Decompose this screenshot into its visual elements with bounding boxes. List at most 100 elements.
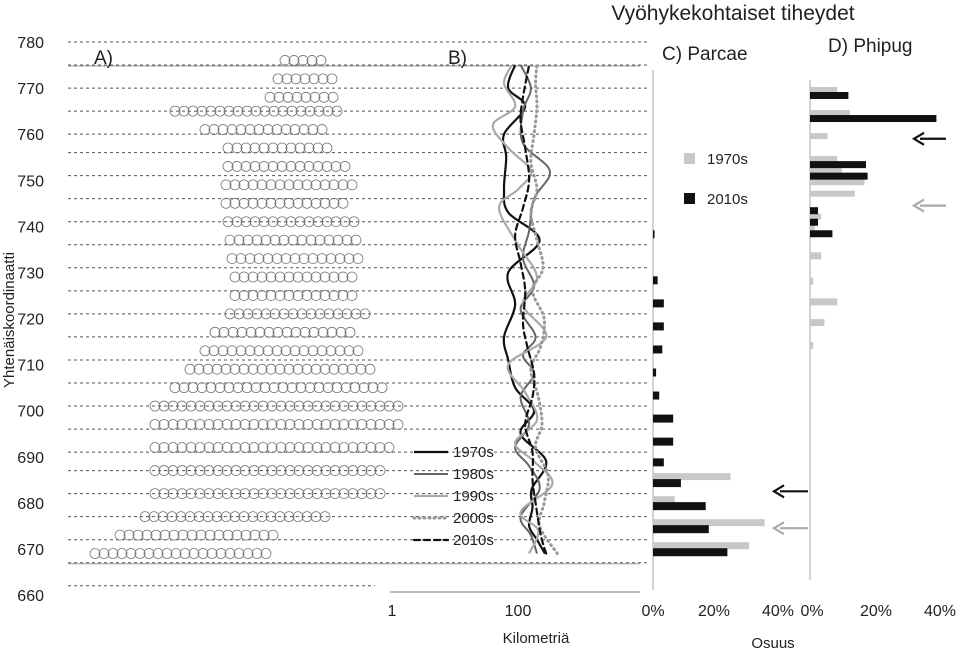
map-cell [247,179,259,191]
map-cell [302,488,314,500]
map-cell [248,442,260,453]
bar-2010s [810,115,937,123]
map-cell [229,290,241,301]
map-cell [175,511,187,523]
map-cell [281,73,293,85]
map-cell [339,161,351,172]
map-cell [257,488,269,500]
map-cell [251,234,263,246]
map-cell [328,290,340,301]
map-cell [267,216,279,228]
map-cell [176,488,188,500]
map-cell [346,179,358,191]
map-cell [293,419,305,430]
map-cell [338,400,350,412]
map-cell [323,308,335,320]
map-cell [262,345,274,357]
map-cell [337,197,349,209]
map-cell [332,308,344,320]
map-cell [392,400,404,412]
map-cell [328,363,340,375]
map-cell [320,419,332,430]
map-cell [334,253,346,264]
map-cell [247,511,259,523]
map-cell [197,548,209,559]
map-cell [314,234,326,246]
map-cell [167,488,179,500]
map-cell [365,400,377,412]
map-cell [230,419,242,430]
map-cell [292,271,304,283]
map-cell [365,419,377,430]
map-cell [284,419,296,430]
map-cell [335,326,347,338]
map-cell [276,161,288,172]
map-cell [300,91,312,103]
map-cell [320,400,332,412]
line-series-1990s [491,64,554,555]
map-cell [232,105,244,117]
map-cell [280,345,292,357]
map-cell [202,511,214,523]
map-cell [222,142,234,154]
map-cell [248,465,260,476]
bar-1970s [653,473,731,481]
map-cell [260,234,272,246]
map-cell [221,488,233,500]
map-cell [284,442,296,453]
map-cell [206,548,218,559]
bar-2010s [653,548,728,557]
map-cell [286,382,298,394]
map-cell [223,105,235,117]
map-cell [185,465,197,476]
map-cell [272,73,284,85]
panel-b-tick-1: 1 [388,603,397,620]
bar-1970s [810,167,842,174]
map-cell [240,161,252,172]
map-cell [341,234,353,246]
map-cell [249,216,261,228]
map-cell [98,548,110,559]
map-cell [301,197,313,209]
map-cell [295,382,307,394]
map-cell [274,290,286,301]
map-cell [355,363,367,375]
map-cell [194,465,206,476]
map-cell [268,382,280,394]
y-tick-label: 780 [17,35,44,52]
map-cell [233,548,245,559]
map-cell [278,234,290,246]
map-cell [305,234,317,246]
bar-1970s [810,319,825,327]
map-cell [229,271,241,283]
map-cell [187,382,199,394]
map-cell [316,253,328,264]
map-cell [376,382,388,394]
map-cell [238,179,250,191]
map-cell [238,511,250,523]
map-cell [282,91,294,103]
map-cell [226,253,238,264]
map-cell [193,511,205,523]
map-cell [277,105,289,117]
map-cell [226,345,238,357]
map-cell [194,400,206,412]
panel-b-label: B) [448,48,467,69]
map-cell [329,419,341,430]
map-cell [185,442,197,453]
bar-2010s [810,91,849,99]
map-cell [215,548,227,559]
map-cell [311,488,323,500]
map-cell [294,142,306,154]
map-cell [260,548,272,559]
legend-label-1970s: 1970s [453,444,494,461]
bar-2010s [653,437,674,446]
map-cell [297,55,309,66]
map-cell [298,124,310,135]
map-cell [239,419,251,430]
map-cell [275,488,287,500]
legend-swatch-2010s [684,193,695,204]
map-cell [257,442,269,453]
map-cell [349,382,361,394]
map-cell [176,419,188,430]
